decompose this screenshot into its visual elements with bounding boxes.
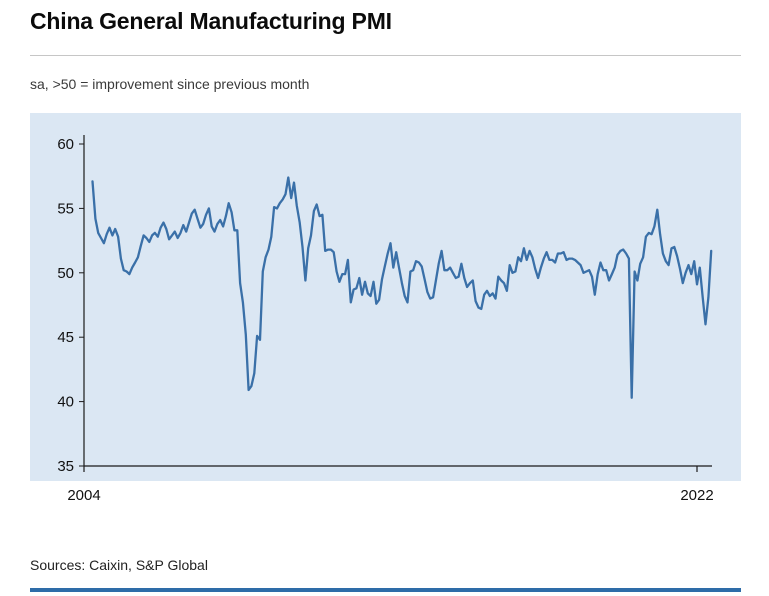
x-tick-label: 2022 [680, 487, 713, 504]
chart-subtitle: sa, >50 = improvement since previous mon… [30, 76, 310, 92]
source-text: Sources: Caixin, S&P Global [30, 557, 208, 573]
pmi-series-line [91, 176, 713, 399]
chart-panel [30, 113, 741, 481]
chart-region: 35 40 45 50 55 60 2004 2022 [30, 113, 741, 513]
x-tick-label: 2004 [67, 487, 100, 504]
y-tick-label: 60 [57, 136, 74, 153]
pmi-line-chart: 35 40 45 50 55 60 2004 2022 [30, 113, 741, 504]
y-tick-label: 40 [57, 394, 74, 411]
bottom-accent-bar [30, 588, 741, 592]
title-divider [30, 55, 741, 56]
y-tick-label: 50 [57, 265, 74, 282]
y-tick-label: 35 [57, 458, 74, 475]
page-title: China General Manufacturing PMI [30, 8, 392, 34]
y-tick-label: 55 [57, 200, 74, 217]
y-tick-label: 45 [57, 329, 74, 346]
